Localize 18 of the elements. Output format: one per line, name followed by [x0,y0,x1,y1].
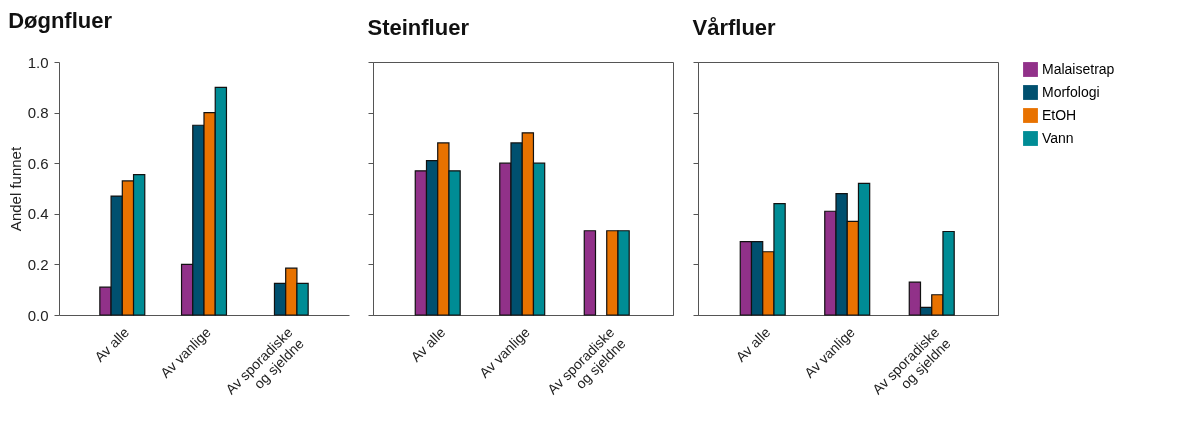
chart-title: Døgnfluer [8,8,113,33]
legend-label: Vann [1042,129,1074,146]
y-tick-label: 0.0 [27,306,49,324]
chart-title: Steinfluer [367,14,470,40]
y-tick-label: 1.0 [27,53,49,71]
legend-label: EtOH [1042,106,1077,123]
y-tick-label: 0.2 [27,255,49,273]
y-tick-label: 0.6 [27,154,49,172]
y-tick-label: 0.4 [27,205,49,223]
legend-label: Malaisetrap [1042,60,1115,77]
x-tick-label: Av alle [407,323,449,365]
y-axis-title: Andel funnet [6,146,24,232]
x-tick-label: Av alle [91,323,133,365]
y-tick-label: 0.8 [27,104,49,122]
legend-label: Morfologi [1042,83,1100,100]
bar [583,230,597,316]
x-tick-label: Av alle [732,323,774,365]
chart-title: Vårfluer [692,14,777,40]
